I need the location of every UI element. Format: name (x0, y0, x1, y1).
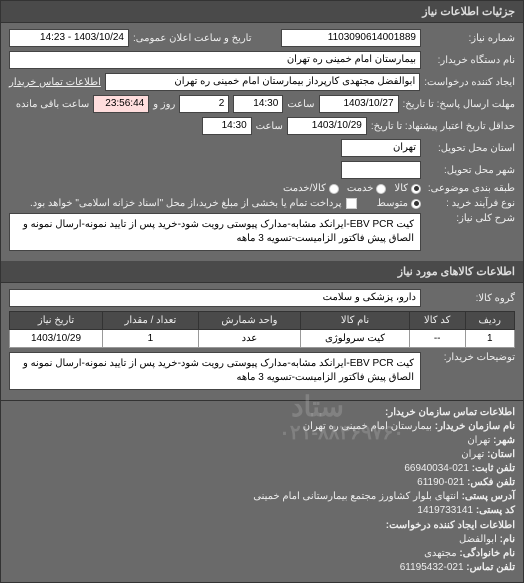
deadline-days-field: 2 (179, 95, 229, 113)
contact-buyer-link[interactable]: اطلاعات تماس خریدار (9, 77, 101, 88)
table-row[interactable]: 1 -- کیت سرولوژی عدد 1 1403/10/29 (10, 330, 515, 348)
goods-group-field: دارو، پزشکی و سلامت (9, 289, 421, 307)
category-radio-service-label: خدمت (347, 183, 374, 194)
radio-dot-icon (411, 199, 421, 209)
category-radio-service[interactable]: خدمت (347, 183, 387, 194)
contact-postal: کد پستی: 1419733141 (9, 505, 515, 516)
contact-province: استان: تهران (9, 449, 515, 460)
th-need-date: تاریخ نیاز (10, 312, 103, 330)
goods-section-title: اطلاعات کالاهای مورد نیاز (1, 261, 523, 283)
panel-title: جزئیات اطلاعات نیاز (1, 1, 523, 23)
goods-table: ردیف کد کالا نام کالا واحد شمارش تعداد /… (9, 311, 515, 348)
announce-datetime-label: تاریخ و ساعت اعلان عمومی: (133, 33, 252, 44)
deadline-label: مهلت ارسال پاسخ: تا تاریخ: (403, 99, 515, 110)
buyer-note-box: کیت EBV PCR-ایرانکد مشابه-مدارک پیوستی ر… (9, 352, 421, 390)
deadline-time-field: 14:30 (233, 95, 283, 113)
validity-time-field: 14:30 (202, 117, 252, 135)
td-item-name: کیت سرولوژی (301, 330, 410, 348)
requester-label: ایجاد کننده درخواست: (424, 77, 515, 88)
treasury-checkbox[interactable] (346, 198, 357, 209)
validity-label: حداقل تاریخ اعتبار پیشنهاد: تا تاریخ: (371, 121, 515, 132)
category-radio-goods-label: کالا (394, 183, 408, 194)
contact-org-name: نام سازمان خریدار: بیمارستان امام خمینی … (9, 421, 515, 432)
delivery-city-label: شهر محل تحویل: (425, 165, 515, 176)
contact-section-title: اطلاعات تماس سازمان خریدار: (9, 407, 515, 418)
request-number-field: 1103090614001889 (281, 29, 421, 47)
deadline-days-label: روز و (153, 99, 175, 110)
td-row-index: 1 (465, 330, 515, 348)
deadline-date-field: 1403/10/27 (319, 95, 399, 113)
deadline-remain-label: ساعت باقی مانده (16, 99, 89, 110)
contact-fax: تلفن فکس: 021-61190 (9, 477, 515, 488)
table-header-row: ردیف کد کالا نام کالا واحد شمارش تعداد /… (10, 312, 515, 330)
request-number-label: شماره نیاز: (425, 33, 515, 44)
requester-lastname: نام خانوادگی: مجتهدی (9, 548, 515, 559)
category-radio-goods[interactable]: کالا (394, 183, 421, 194)
announce-datetime-field: 1403/10/24 - 14:23 (9, 29, 129, 47)
validity-date-field: 1403/10/29 (287, 117, 367, 135)
buyer-note-label: توضیحات خریدار: (425, 352, 515, 363)
requester-field: ابوالفضل مجتهدی کارپرداز بیمارستان امام … (105, 73, 420, 91)
buyer-org-field: بیمارستان امام خمینی ره تهران (9, 51, 421, 69)
proc-type-radio-medium-label: متوسط (377, 198, 408, 209)
contact-city: شهر: تهران (9, 435, 515, 446)
td-need-date: 1403/10/29 (10, 330, 103, 348)
td-qty: 1 (103, 330, 199, 348)
deadline-time-label: ساعت (287, 99, 314, 110)
th-unit: واحد شمارش (198, 312, 301, 330)
deadline-remain-field: 23:56:44 (93, 95, 149, 113)
requester-section-title: اطلاعات ایجاد کننده درخواست: (9, 520, 515, 531)
td-unit: عدد (198, 330, 301, 348)
contact-address: آدرس پستی: انتهای بلوار کشاورز مجتمع بیم… (9, 491, 515, 502)
delivery-province-field: تهران (341, 139, 421, 157)
goods-group-label: گروه کالا: (425, 293, 515, 304)
radio-dot-icon (411, 184, 421, 194)
td-item-code: -- (409, 330, 465, 348)
proc-type-label: نوع فرآیند خرید : (425, 198, 515, 209)
category-radio-group: کالا خدمت کالا/خدمت (283, 183, 421, 194)
treasury-note: پرداخت تمام یا بخشی از مبلغ خرید،از محل … (30, 198, 342, 209)
requester-firstname: نام: ابوالفضل (9, 534, 515, 545)
th-row-index: ردیف (465, 312, 515, 330)
radio-dot-icon (329, 184, 339, 194)
th-qty: تعداد / مقدار (103, 312, 199, 330)
category-label: طبقه بندی موضوعی: (425, 183, 515, 194)
delivery-city-field (341, 161, 421, 179)
th-item-code: کد کالا (409, 312, 465, 330)
radio-dot-icon (376, 184, 386, 194)
proc-type-radio-medium[interactable]: متوسط (377, 198, 421, 209)
category-radio-both-label: کالا/خدمت (283, 183, 326, 194)
th-item-name: نام کالا (301, 312, 410, 330)
validity-time-label: ساعت (256, 121, 283, 132)
overall-desc-label: شرح کلی نیاز: (425, 213, 515, 224)
buyer-org-label: نام دستگاه خریدار: (425, 55, 515, 66)
main-panel: جزئیات اطلاعات نیاز شماره نیاز: 11030906… (0, 0, 524, 583)
category-radio-both[interactable]: کالا/خدمت (283, 183, 339, 194)
requester-phone: تلفن تماس: 021-61195432 (9, 562, 515, 573)
overall-desc-box: کیت EBV PCR-ایرانکد مشابه-مدارک پیوستی ر… (9, 213, 421, 251)
delivery-province-label: استان محل تحویل: (425, 143, 515, 154)
contact-phone-org: تلفن ثابت: 021-66940034 (9, 463, 515, 474)
